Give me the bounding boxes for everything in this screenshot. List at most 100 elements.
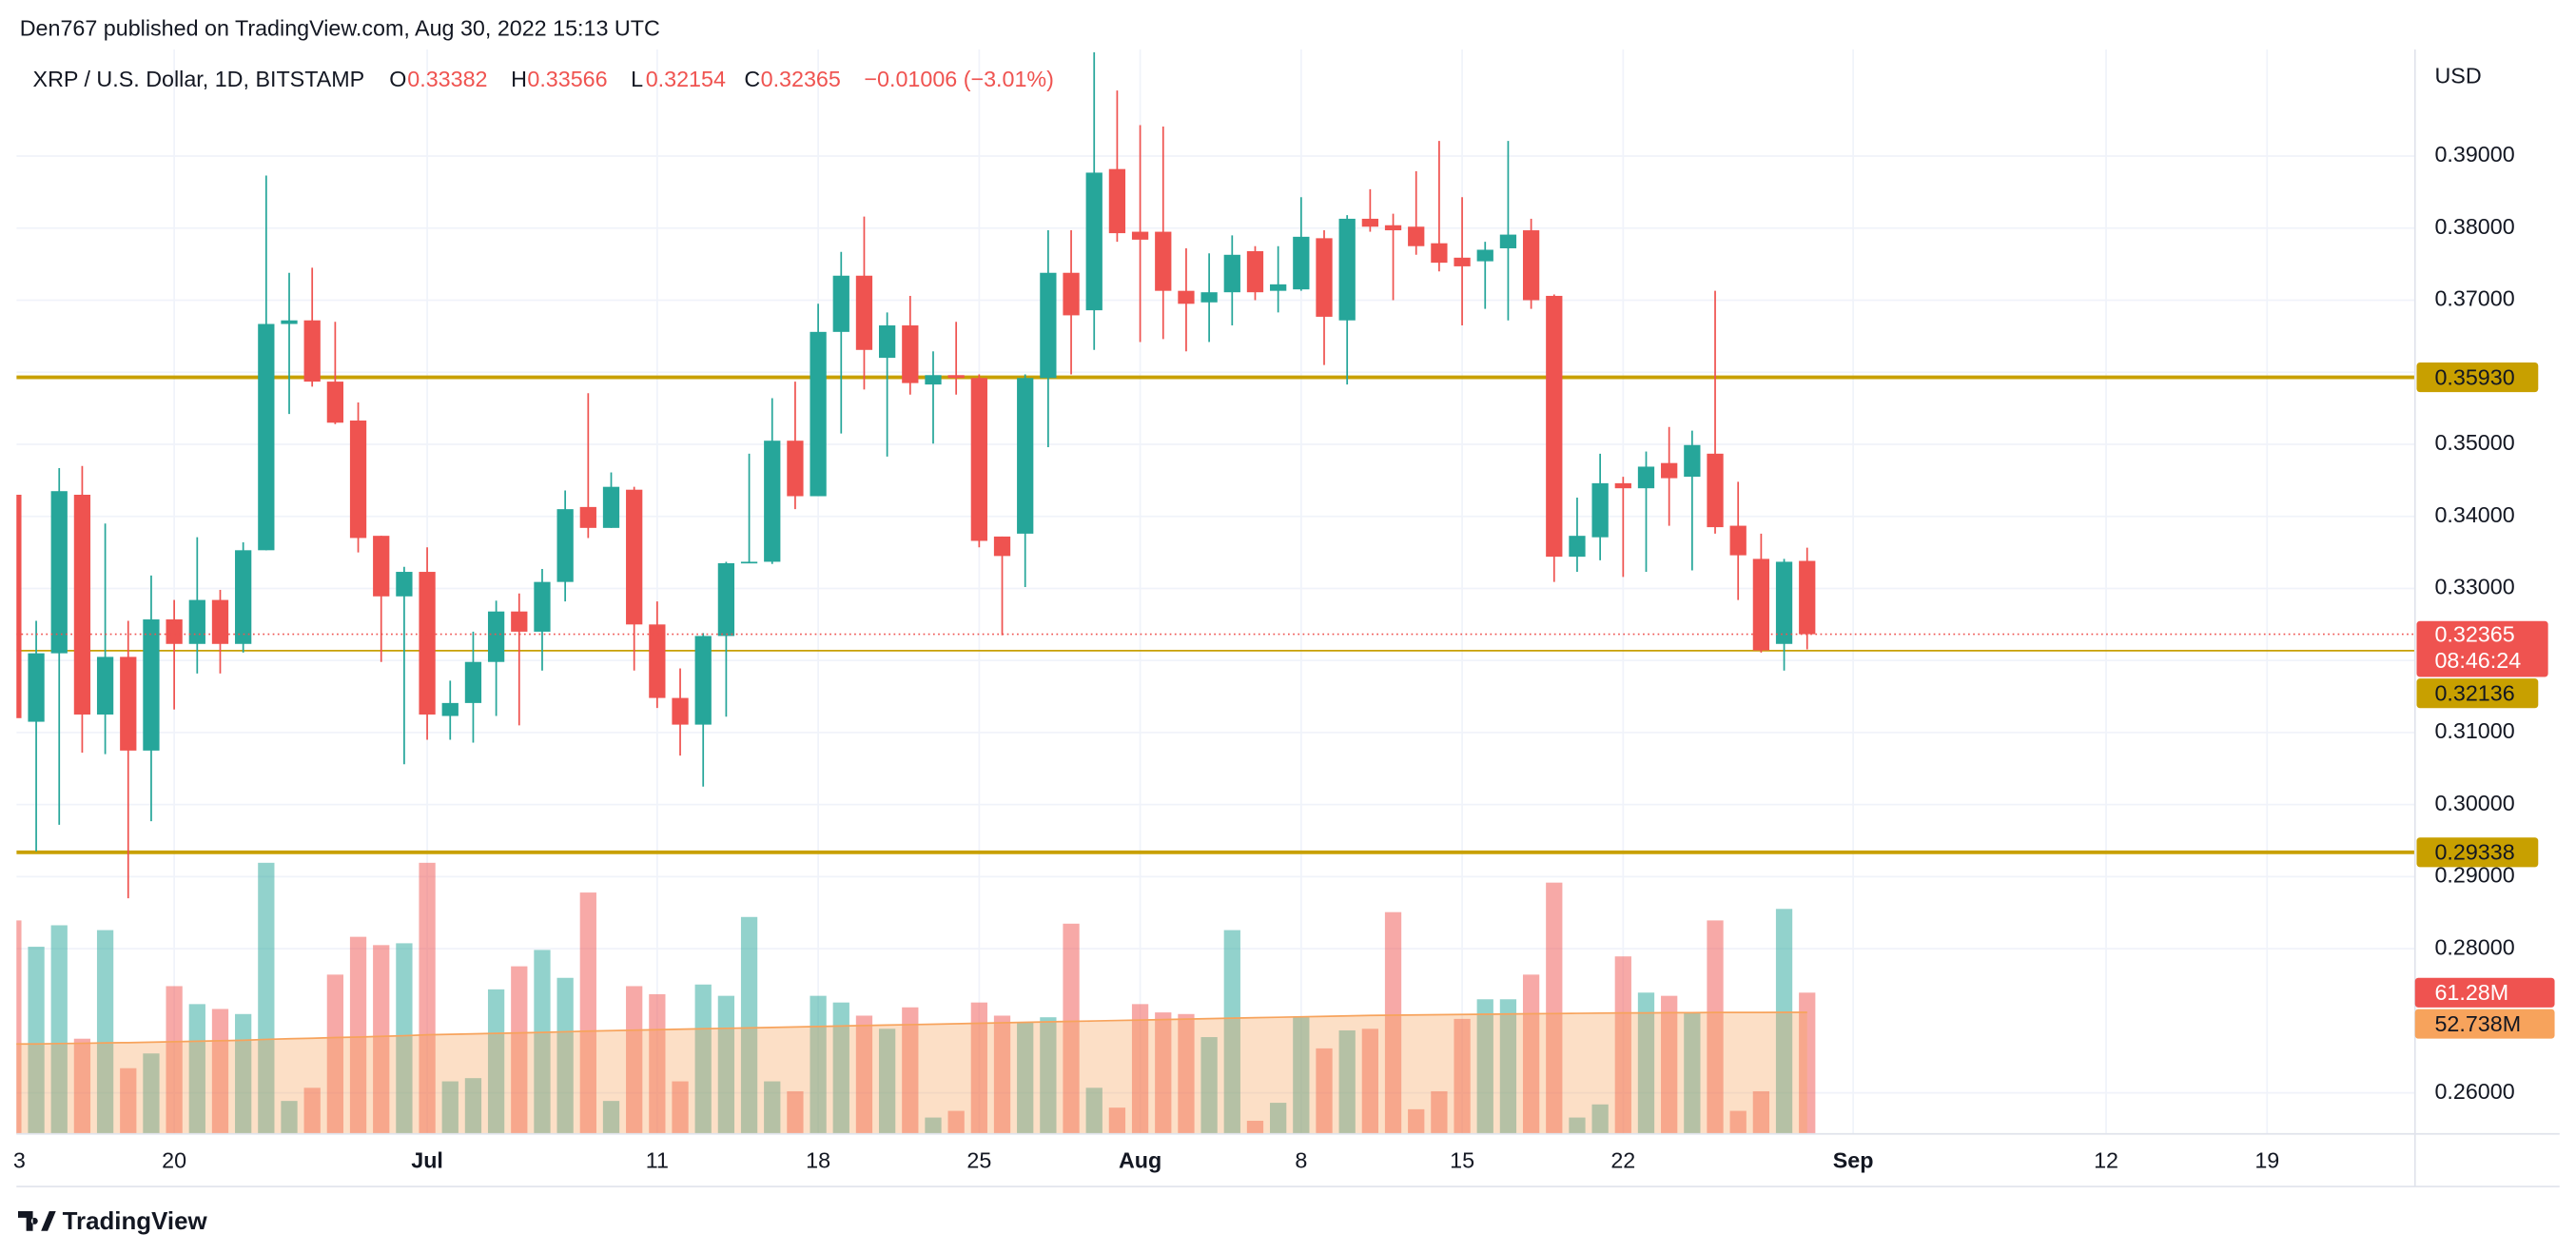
publish-header: Den767 published on TradingView.com, Aug… (20, 15, 660, 40)
legend-letter: O (389, 67, 406, 91)
candle-body (188, 599, 205, 644)
volume-bar (1384, 911, 1402, 1134)
x-tick-label: 18 (806, 1147, 830, 1172)
candle-body (626, 489, 643, 625)
candle-body (970, 378, 987, 541)
time-axis: 13 20 Jul 11 18 25 Aug 8 15 22 Sep 12 19 (1, 1147, 2279, 1172)
volume-label-box (2414, 977, 2555, 1008)
candle-body (556, 509, 574, 582)
candle-body (1131, 231, 1149, 240)
candle-body (534, 581, 551, 632)
volume-bar (281, 1101, 298, 1134)
volume-bar (970, 1002, 987, 1134)
y-tick-label: 0.38000 (2434, 214, 2514, 239)
candle-body (878, 325, 896, 359)
current-price-box (2416, 620, 2548, 677)
x-tick-label: 12 (2094, 1147, 2118, 1172)
symbol-legend: XRP / U.S. Dollar, 1D, BITSTAMP O 0.3338… (33, 67, 1054, 91)
volume-bar (396, 943, 413, 1134)
volume-bar (556, 977, 574, 1134)
volume-label: 61.28M (2434, 980, 2508, 1005)
level-label-box (2416, 837, 2539, 868)
volume-ma-area (16, 1011, 1807, 1134)
volume-bar (1178, 1013, 1195, 1134)
x-tick-label: 13 (1, 1147, 26, 1172)
y-tick-label: 0.33000 (2434, 575, 2514, 599)
y-tick-label: 0.30000 (2434, 791, 2514, 815)
candle-body (925, 375, 942, 385)
level-label-box (2416, 362, 2539, 393)
footer-brand: TradingView (63, 1208, 208, 1235)
candle-body (1408, 226, 1425, 246)
volume-bar (1729, 1110, 1747, 1134)
volume-bar (1591, 1104, 1609, 1134)
footer-logo: TradingView (17, 1208, 208, 1235)
volume-bar (579, 892, 596, 1134)
volume-bar (1361, 1029, 1378, 1134)
legend-high: 0.33566 (527, 67, 607, 91)
volume-bar (1569, 1117, 1586, 1134)
volume-bar (534, 950, 551, 1134)
candle-body (73, 495, 91, 715)
legend-letter: L (631, 67, 643, 91)
candle-body (373, 536, 390, 597)
legend-letter: H (511, 67, 527, 91)
volume-bar (1223, 930, 1240, 1134)
candle-body (1431, 243, 1448, 264)
volume-bar (1338, 1029, 1356, 1134)
candle-body (1316, 238, 1333, 317)
volume-bar (258, 862, 275, 1134)
volume-bar (1246, 1120, 1264, 1134)
volume-bar (1454, 1018, 1471, 1134)
volume-bar (1270, 1103, 1287, 1134)
candle-body (855, 275, 873, 350)
volume-bar (1752, 1090, 1770, 1134)
volume-bar (626, 986, 643, 1134)
level-label: 0.29338 (2434, 840, 2514, 865)
candle-body (1017, 378, 1034, 534)
candle-body (464, 661, 482, 703)
candle-body (902, 325, 919, 383)
volume-pane (16, 862, 1816, 1134)
axis-unit: USD (2434, 63, 2481, 88)
candle-body (947, 375, 965, 379)
candle-body (579, 506, 596, 528)
candle-body (1063, 272, 1080, 316)
candle-body (1707, 453, 1724, 528)
x-tick-label: 19 (2254, 1147, 2279, 1172)
candle-body (993, 536, 1011, 557)
candle-body (349, 420, 367, 539)
volume-bar (464, 1078, 482, 1134)
volume-bar (1085, 1087, 1103, 1134)
volume-bar (810, 995, 827, 1134)
candle-body (396, 572, 413, 597)
candle-body (50, 491, 68, 654)
legend-letter: C (744, 67, 760, 91)
y-tick-label: 0.26000 (2434, 1079, 2514, 1104)
volume-bar (947, 1110, 965, 1134)
volume-bar (235, 1013, 252, 1134)
volume-bar (349, 936, 367, 1134)
volume-bar (694, 984, 712, 1134)
legend-open: 0.33382 (407, 67, 487, 91)
volume-bar (925, 1117, 942, 1134)
candle-body (1499, 234, 1517, 248)
volume-bar (50, 925, 68, 1134)
candle-body (1108, 168, 1126, 234)
candle-body (694, 636, 712, 725)
candle-body (1684, 444, 1701, 478)
volume-bar (787, 1090, 804, 1134)
candle-body (166, 619, 183, 644)
level-label-box (2416, 678, 2539, 709)
volume-bar (188, 1004, 205, 1134)
volume-bar (1017, 1022, 1034, 1134)
y-tick-label: 0.31000 (2434, 718, 2514, 743)
candle-body (810, 331, 827, 497)
countdown-label: 08:46:24 (2434, 648, 2521, 673)
y-tick-label: 0.39000 (2434, 142, 2514, 167)
candle-body (281, 320, 298, 324)
candle-body (672, 697, 689, 725)
candle-body (649, 624, 666, 698)
volume-bar (419, 862, 436, 1134)
